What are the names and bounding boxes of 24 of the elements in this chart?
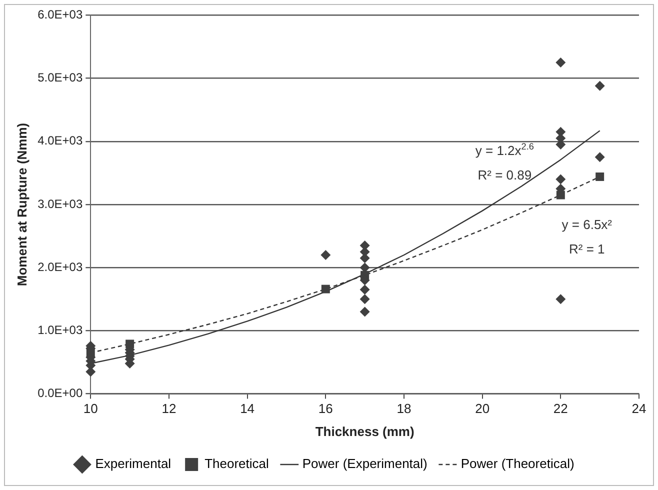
y-tick-label: 4.0E+03 xyxy=(38,134,83,148)
x-tick-label: 16 xyxy=(318,401,333,416)
y-tick-label: 2.0E+03 xyxy=(38,260,83,274)
annotation: R² = 1 xyxy=(569,242,605,257)
legend-label: Theoretical xyxy=(204,456,269,472)
y-axis-title: Moment at Rupture (Nmm) xyxy=(14,122,30,286)
y-tick-label: 0.0E+00 xyxy=(38,386,83,400)
x-tick-label: 24 xyxy=(632,401,646,416)
y-tick-label: 6.0E+03 xyxy=(38,8,83,22)
y-tick-label: 3.0E+03 xyxy=(38,196,83,211)
y-tick-label: 5.0E+03 xyxy=(38,70,83,85)
x-tick-label: 18 xyxy=(396,401,412,416)
x-tick-label: 10 xyxy=(83,401,98,416)
x-tick-label: 20 xyxy=(475,401,490,416)
x-tick-label: 12 xyxy=(162,401,176,416)
legend-label: Power (Experimental) xyxy=(302,456,428,472)
x-axis-title: Thickness (mm) xyxy=(315,424,414,439)
legend-label: Power (Theoretical) xyxy=(460,456,574,472)
annotation: y = 6.5x² xyxy=(562,216,613,232)
y-tick-label: 1.0E+03 xyxy=(38,323,83,338)
annotation: R² = 0.89 xyxy=(478,168,532,183)
x-tick-label: 22 xyxy=(553,401,568,416)
x-tick-label: 14 xyxy=(240,401,255,416)
legend-label: Experimental xyxy=(95,456,172,472)
